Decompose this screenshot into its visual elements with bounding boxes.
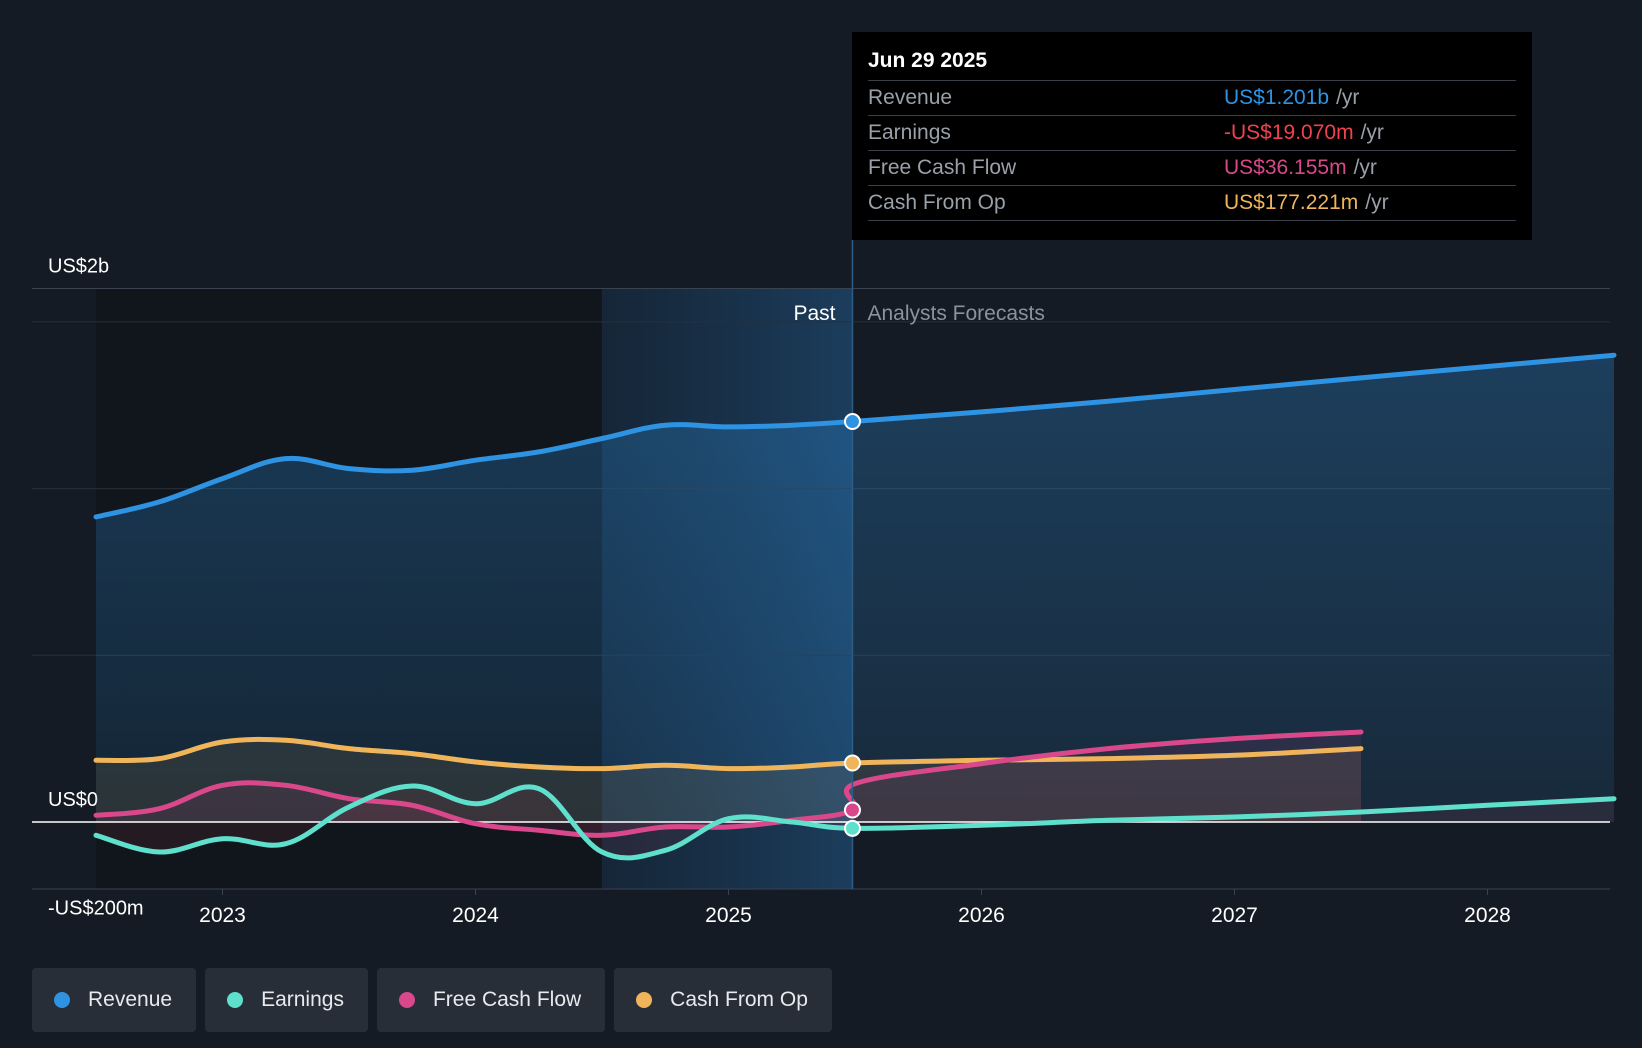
tooltip-value: -US$19.070m (1224, 121, 1354, 144)
revenue-line (93, 352, 1617, 520)
free-cash-flow-line (93, 729, 1364, 838)
tooltip-row-earnings: Earnings -US$19.070m /yr (868, 115, 1516, 150)
tooltip-value: US$36.155m (1224, 156, 1347, 179)
y-tick-label: US$0 (48, 789, 98, 811)
x-tick-label: 2027 (1211, 904, 1258, 927)
x-tick-label: 2026 (958, 904, 1005, 927)
legend-item-cash-from-op[interactable]: Cash From Op (614, 968, 832, 1032)
tooltip-value: US$1.201b (1224, 86, 1330, 109)
y-tick-label: -US$200m (48, 898, 144, 920)
earnings-marker (843, 819, 861, 837)
tooltip-unit: /yr (1336, 86, 1360, 109)
tooltip-unit: /yr (1353, 156, 1377, 179)
tooltip-label: Cash From Op (868, 191, 1006, 214)
legend-label: Earnings (261, 988, 344, 1011)
y-tick-label: US$2b (48, 256, 109, 278)
tooltip-value: US$177.221m (1224, 191, 1359, 214)
cash-from-op-dot-icon (636, 992, 653, 1008)
free-cash-flow-marker (843, 801, 861, 819)
legend-item-earnings[interactable]: Earnings (205, 968, 368, 1032)
tooltip-label: Revenue (868, 86, 953, 109)
x-tick-label: 2028 (1464, 904, 1511, 927)
legend-label: Revenue (88, 988, 173, 1011)
tooltip-unit: /yr (1365, 191, 1389, 214)
tooltip-row-free-cash-flow: Free Cash Flow US$36.155m /yr (868, 150, 1516, 185)
cash-from-op-marker (843, 754, 861, 772)
tooltip-label: Earnings (868, 121, 951, 144)
tooltip-date: Jun 29 2025 (868, 49, 988, 72)
cash-from-op-line (93, 736, 1364, 772)
past-label: Past (793, 302, 835, 325)
tooltip-unit: /yr (1360, 121, 1384, 144)
revenue-area (96, 355, 1614, 822)
forecast-label: Analysts Forecasts (867, 302, 1044, 325)
legend-item-revenue[interactable]: Revenue (32, 968, 197, 1032)
tooltip-row-cash-from-op: Cash From Op US$177.221m /yr (868, 185, 1516, 221)
tooltip-label: Free Cash Flow (868, 156, 1017, 179)
earnings-dot-icon (227, 992, 244, 1008)
earnings-line (93, 783, 1617, 861)
revenue-marker (843, 413, 861, 431)
tooltip-row-revenue: Revenue US$1.201b /yr (868, 80, 1516, 115)
legend-label: Free Cash Flow (432, 988, 582, 1011)
x-tick-label: 2023 (199, 904, 246, 927)
legend-item-free-cash-flow[interactable]: Free Cash Flow (376, 968, 606, 1032)
tooltip: Jun 29 2025 Revenue US$1.201b /yr Earnin… (852, 32, 1532, 240)
revenue-dot-icon (54, 992, 70, 1008)
x-tick-label: 2024 (452, 904, 499, 927)
legend: Revenue Earnings Free Cash Flow Cash Fro… (32, 968, 832, 1032)
legend-label: Cash From Op (670, 988, 808, 1011)
free-cash-flow-dot-icon (398, 992, 415, 1008)
x-tick-label: 2025 (705, 904, 752, 927)
